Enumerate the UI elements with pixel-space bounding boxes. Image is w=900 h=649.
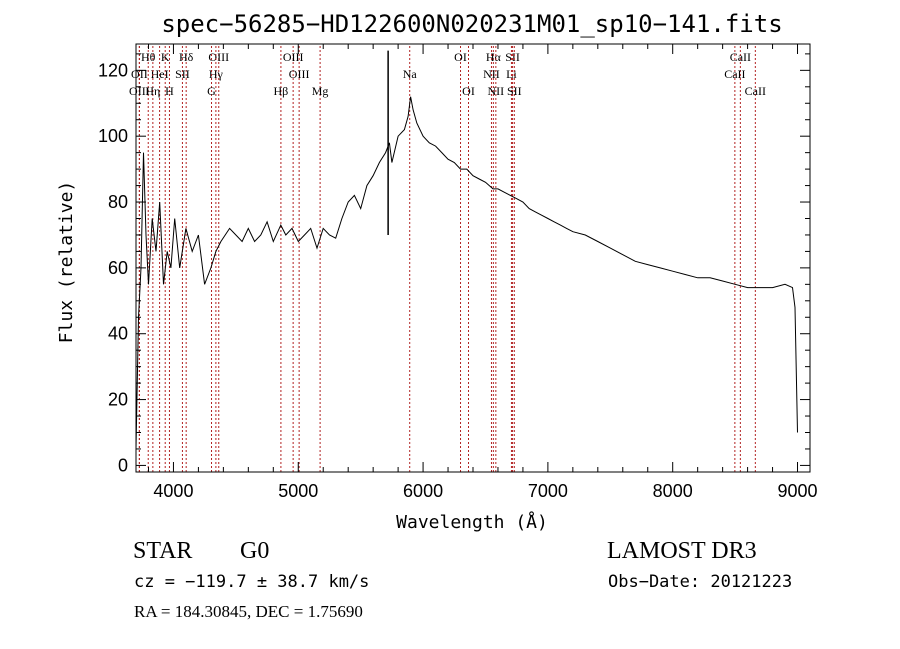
- x-tick-label: 6000: [403, 481, 443, 501]
- y-tick-label: 40: [108, 324, 128, 344]
- line-marker-label: NII: [483, 67, 500, 81]
- line-marker-label: Mg: [312, 84, 329, 98]
- line-marker-label: K: [161, 50, 170, 64]
- y-tick-label: 20: [108, 390, 128, 410]
- y-tick-label: 120: [98, 60, 128, 80]
- spectrum-line: [135, 96, 798, 450]
- line-marker-label: OIII: [289, 67, 310, 81]
- x-tick-label: 9000: [777, 481, 817, 501]
- line-marker-label: SII: [505, 50, 520, 64]
- chart-title: spec−56285−HD122600N020231M01_sp10−141.f…: [161, 10, 782, 38]
- line-marker-label: SII: [507, 84, 522, 98]
- coordinates: RA = 184.30845, DEC = 1.75690: [134, 602, 363, 621]
- observation-date: Obs−Date: 20121223: [608, 572, 793, 592]
- line-marker-label: Na: [403, 67, 418, 81]
- line-marker-label: Hβ: [274, 84, 289, 98]
- line-marker-label: CaII: [724, 67, 745, 81]
- line-marker-label: OIII: [283, 50, 304, 64]
- y-tick-label: 60: [108, 258, 128, 278]
- redshift-velocity: cz = −119.7 ± 38.7 km/s: [134, 572, 370, 592]
- line-marker-label: Hγ: [209, 67, 224, 81]
- line-marker-label: NII: [488, 84, 505, 98]
- x-tick-label: 7000: [528, 481, 568, 501]
- survey-name: LAMOST DR3: [607, 538, 757, 564]
- y-axis-label: Flux (relative): [56, 181, 77, 344]
- line-marker-label: G: [207, 84, 216, 98]
- spectral-subclass: G0: [240, 538, 270, 564]
- y-axis: 0 20 40 60 80 100 120: [98, 53, 810, 475]
- line-marker-label: OIII: [208, 50, 229, 64]
- line-marker-label: H: [165, 84, 174, 98]
- x-tick-label: 4000: [153, 481, 193, 501]
- line-marker-label: Hη: [145, 84, 160, 98]
- y-tick-label: 80: [108, 192, 128, 212]
- line-marker-label: Hα: [486, 50, 502, 64]
- x-tick-label: 8000: [653, 481, 693, 501]
- x-axis: 4000 5000 6000 7000 8000 9000: [147, 44, 818, 501]
- spectrum-series: [135, 50, 798, 450]
- plot-frame: [135, 43, 811, 473]
- x-tick-label: 5000: [278, 481, 318, 501]
- line-marker-label: Hθ: [141, 50, 156, 64]
- line-marker-label: OIII: [129, 84, 150, 98]
- line-marker-label: OI: [462, 84, 475, 98]
- line-marker-label: CaII: [730, 50, 751, 64]
- line-marker-label: SII: [175, 67, 190, 81]
- y-tick-label: 100: [98, 126, 128, 146]
- y-tick-label: 0: [118, 455, 128, 475]
- line-marker-label: OI: [454, 50, 467, 64]
- line-marker-label: CaII: [745, 84, 766, 98]
- x-axis-label: Wavelength (Å): [396, 511, 548, 533]
- line-marker-label: HeI: [151, 67, 169, 81]
- line-marker-label: Li: [506, 67, 517, 81]
- line-marker-label: Hδ: [179, 50, 194, 64]
- object-class: STAR: [133, 538, 193, 564]
